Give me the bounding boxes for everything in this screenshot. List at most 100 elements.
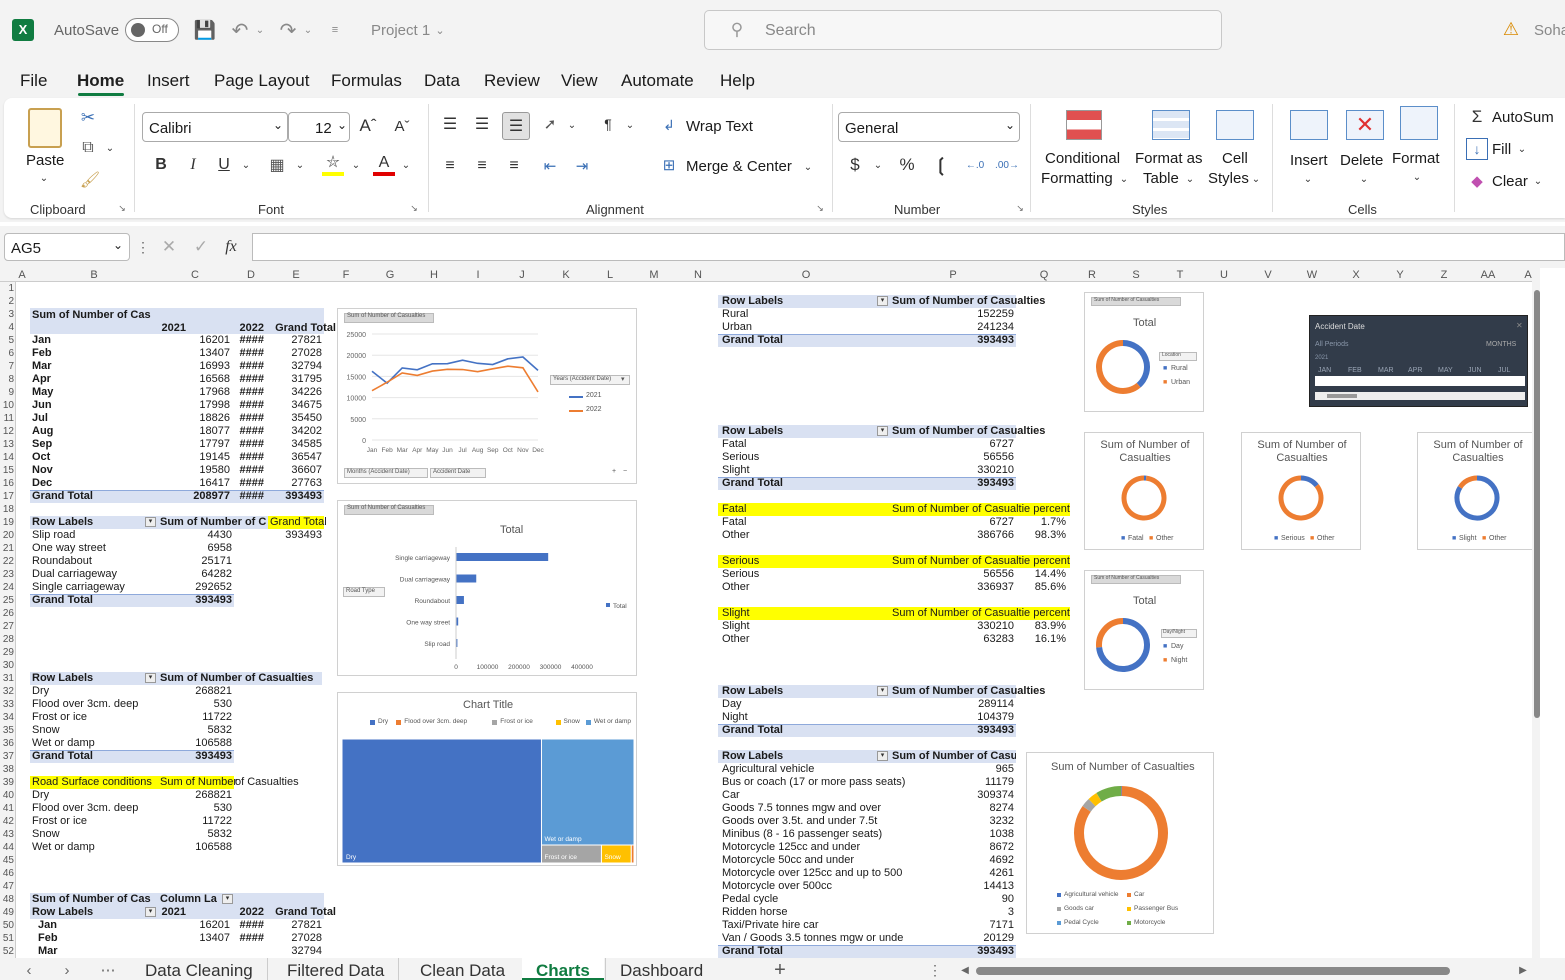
donut-location-chart[interactable]: Sum of Number of Casualties Total Locati… — [1084, 292, 1204, 412]
chevron-down-icon[interactable]: ⌄ — [1517, 143, 1527, 155]
tab-home[interactable]: Home — [77, 71, 125, 90]
tab-review[interactable]: Review — [484, 71, 540, 90]
undo-dropdown-icon[interactable]: ⌄ — [255, 24, 265, 36]
conditional-formatting-button[interactable]: Conditional — [1045, 150, 1121, 167]
scroll-left-icon[interactable]: ◀ — [961, 964, 969, 976]
decrease-font-icon[interactable]: Aˇ — [394, 117, 410, 135]
bold-icon[interactable]: B — [155, 156, 167, 173]
vertical-scrollbar[interactable] — [1532, 268, 1540, 958]
next-sheet-icon[interactable]: › — [64, 961, 70, 979]
format-cells-button[interactable]: Format — [1392, 150, 1440, 167]
chevron-down-icon[interactable]: ⌄ — [1119, 173, 1129, 185]
more-sheets-icon[interactable]: ⋯ — [100, 962, 116, 979]
line-chart-axis-filter-date[interactable]: Accident Date — [433, 469, 471, 475]
cut-icon[interactable]: ✂ — [80, 108, 96, 127]
delete-cells-button[interactable]: Delete — [1340, 152, 1384, 169]
increase-indent-icon[interactable]: ⇥ — [575, 158, 589, 175]
autosum-icon[interactable]: Σ — [1471, 107, 1483, 126]
autosave-toggle[interactable]: Off — [125, 18, 179, 42]
prev-sheet-icon[interactable]: ‹ — [26, 961, 32, 979]
chevron-down-icon[interactable]: ⌄ — [1303, 173, 1313, 185]
alignment-launcher-icon[interactable]: ↘ — [816, 202, 824, 213]
percent-icon[interactable]: % — [899, 155, 915, 174]
more-options-icon[interactable]: ⋮ — [136, 238, 150, 255]
formula-input[interactable] — [252, 233, 1565, 261]
fill-button[interactable]: Fill — [1492, 141, 1512, 158]
warning-icon[interactable]: ⚠ — [1502, 18, 1520, 39]
delete-cells-icon[interactable]: ✕ — [1346, 110, 1384, 140]
conditional-formatting-icon[interactable] — [1066, 110, 1102, 140]
donut-fatal-chart[interactable]: Sum of Number of Casualties ■ Fatal ■ Ot… — [1084, 432, 1204, 550]
undo-icon[interactable]: ↶ — [231, 19, 249, 42]
horizontal-scrollbar[interactable] — [976, 967, 1450, 975]
tab-formulas[interactable]: Formulas — [331, 71, 402, 90]
format-as-table-button[interactable]: Format as — [1135, 150, 1203, 167]
tab-automate[interactable]: Automate — [621, 71, 694, 90]
donut-serious-chart[interactable]: Sum of Number of Casualties ■ Serious ■ … — [1241, 432, 1361, 550]
underline-dropdown-icon[interactable]: ⌄ — [241, 159, 251, 171]
align-bottom-icon[interactable]: ☰ — [502, 112, 530, 140]
pivot-month2-col-filter-button[interactable]: ▾ — [222, 894, 233, 904]
chevron-down-icon[interactable]: ⌄ — [1533, 175, 1543, 187]
tabs-options-icon[interactable]: ⋮ — [928, 961, 942, 978]
align-right-icon[interactable]: ≡ — [509, 157, 519, 174]
orientation-dropdown-icon[interactable]: ⌄ — [567, 119, 577, 131]
chevron-down-icon[interactable]: ⌄ — [1359, 173, 1369, 185]
cell-styles-button[interactable]: Cell — [1222, 150, 1248, 167]
pivot-location-filter-button[interactable]: ▾ — [877, 296, 888, 306]
copy-icon[interactable]: ⧉ — [82, 139, 94, 156]
font-name-select[interactable]: Calibri ⌄ — [142, 112, 288, 142]
font-color-icon[interactable]: A — [373, 154, 395, 176]
paste-button[interactable]: Paste — [26, 152, 65, 169]
insert-cells-icon[interactable] — [1290, 110, 1328, 140]
align-left-icon[interactable]: ≡ — [445, 157, 455, 174]
decrease-indent-icon[interactable]: ⇤ — [543, 158, 557, 175]
bar-chart[interactable]: Sum of Number of Casualties Total Road T… — [337, 500, 637, 676]
donut-daynight-filter[interactable]: Day/Night — [1163, 629, 1185, 635]
donut-vehicle-chart[interactable]: Sum of Number of Casualties Agricultural… — [1026, 752, 1214, 934]
number-format-select[interactable]: General ⌄ — [838, 112, 1020, 142]
pivot-daynight-filter-button[interactable]: ▾ — [877, 686, 888, 696]
enter-icon[interactable]: ✓ — [193, 237, 209, 256]
format-as-table-icon[interactable] — [1152, 110, 1190, 140]
pivot-vehicle-filter-button[interactable]: ▾ — [877, 751, 888, 761]
bar-chart-row-filter[interactable]: Road Type — [346, 588, 375, 594]
line-chart[interactable]: Sum of Number of Casualties 0 5000 10000 15… — [337, 308, 637, 484]
font-launcher-icon[interactable]: ↘ — [410, 202, 418, 213]
chevron-down-icon[interactable]: ⌄ — [1185, 173, 1195, 185]
customize-toolbar-icon[interactable]: ≡ — [331, 24, 339, 36]
borders-icon[interactable]: ▦ — [269, 157, 285, 174]
number-launcher-icon[interactable]: ↘ — [1016, 202, 1024, 213]
font-color-dropdown-icon[interactable]: ⌄ — [401, 159, 411, 171]
merge-dropdown-icon[interactable]: ⌄ — [803, 161, 813, 173]
clear-button[interactable]: Clear — [1492, 173, 1528, 190]
donut-daynight-chart[interactable]: Sum of Number of Casualties Total Day/Ni… — [1084, 570, 1204, 690]
pivot-severity-filter-button[interactable]: ▾ — [877, 426, 888, 436]
excel-logo-icon[interactable]: X — [12, 19, 34, 41]
clear-filter-icon[interactable]: ✕ — [1516, 321, 1523, 330]
tab-filtered-data[interactable]: Filtered Data — [273, 958, 400, 980]
tab-dashboard[interactable]: Dashboard — [605, 958, 717, 980]
tab-file[interactable]: File — [20, 71, 48, 90]
user-name[interactable]: Soha — [1534, 22, 1565, 39]
borders-dropdown-icon[interactable]: ⌄ — [295, 159, 305, 171]
align-center-icon[interactable]: ≡ — [477, 157, 487, 174]
autosum-button[interactable]: AutoSum — [1492, 109, 1554, 126]
timeline-scrollbar[interactable] — [1315, 392, 1525, 400]
tab-data[interactable]: Data — [424, 71, 460, 90]
underline-icon[interactable]: U — [218, 156, 230, 173]
scroll-right-icon[interactable]: ▶ — [1519, 964, 1527, 976]
cell-styles-icon[interactable] — [1216, 110, 1254, 140]
collapse-icon[interactable]: − — [623, 468, 628, 475]
merge-center-icon[interactable]: ⊞ — [662, 157, 676, 174]
fill-color-icon[interactable]: ⛦ — [322, 154, 344, 176]
clipboard-launcher-icon[interactable]: ↘ — [118, 202, 126, 213]
text-direction-icon[interactable]: ¶ — [604, 116, 612, 132]
treemap-chart[interactable]: Chart Title Dry Flood over 3cm. deep Frost… — [337, 692, 637, 866]
document-title[interactable]: Project 1 — [371, 22, 431, 39]
timeline-unit-select[interactable]: MONTHS — [1486, 341, 1517, 348]
paste-dropdown-icon[interactable]: ⌄ — [39, 172, 49, 184]
expand-icon[interactable]: + — [612, 468, 617, 475]
fill-icon[interactable]: ↓ — [1466, 138, 1488, 160]
